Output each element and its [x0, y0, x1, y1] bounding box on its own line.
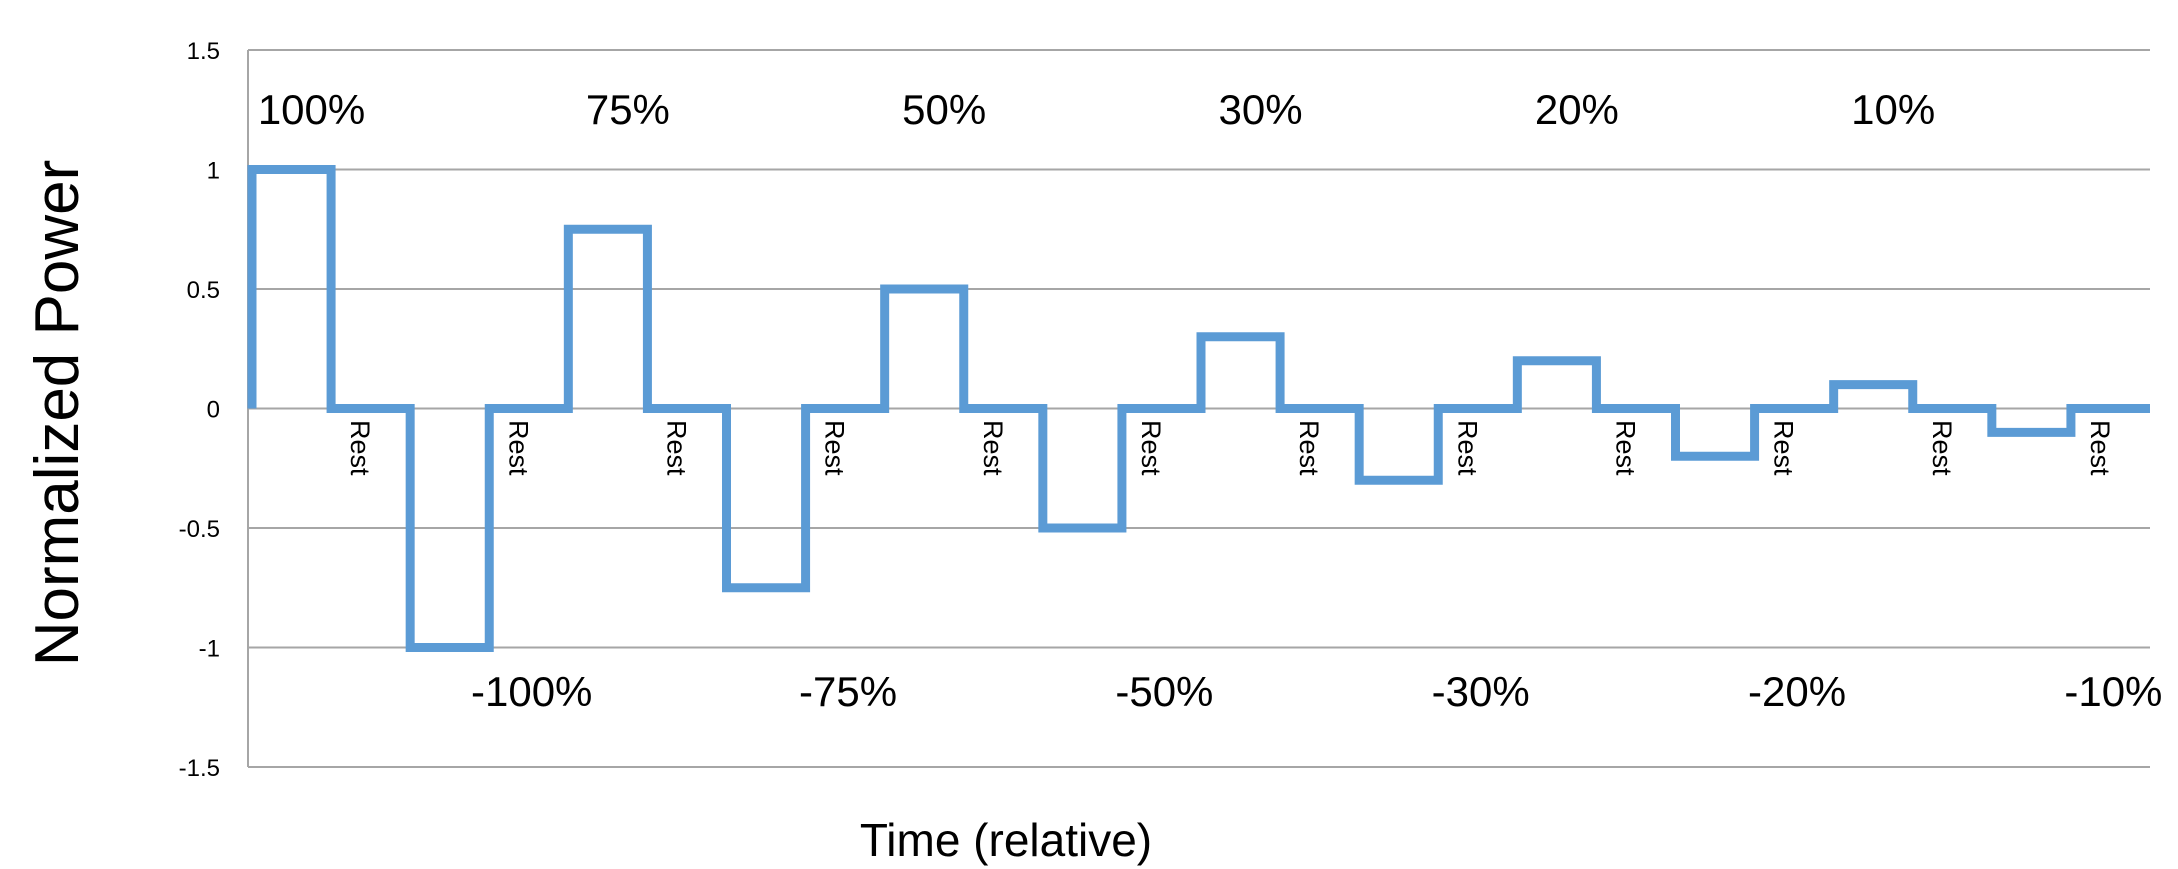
negative-label: -30%: [1432, 668, 1530, 715]
rest-label: Rest: [2085, 420, 2115, 476]
series-line: [247, 165, 2150, 652]
y-tick-label: 1.5: [187, 38, 220, 65]
positive-label: 50%: [902, 86, 986, 133]
y-tick-label: 0: [207, 397, 220, 424]
y-tick-labels: 1.5 1 0.5 0 -0.5 -1 -1.5: [179, 38, 220, 782]
rest-label: Rest: [978, 420, 1008, 476]
y-axis-title: Normalized Power: [23, 160, 92, 667]
rest-label: Rest: [1136, 420, 1166, 476]
series-layer: [247, 165, 2150, 652]
rest-label: Rest: [345, 420, 375, 476]
y-tick-label: 1: [207, 158, 220, 185]
negative-label: -20%: [1748, 668, 1846, 715]
rest-label: Rest: [820, 420, 850, 476]
rest-label: Rest: [1927, 420, 1957, 476]
y-tick-label: -1.5: [179, 755, 220, 782]
rest-label: Rest: [661, 420, 691, 476]
annotations: 100% 75% 50% 30% 20% 10% -100% -75% -50% -30% -20%…: [258, 86, 2163, 715]
positive-label: 75%: [586, 86, 670, 133]
negative-label: -100%: [471, 668, 592, 715]
positive-label: 100%: [258, 86, 365, 133]
negative-label: -75%: [799, 668, 897, 715]
x-axis-title: Time (relative): [860, 814, 1152, 866]
negative-label: -10%: [2064, 668, 2162, 715]
positive-label: 30%: [1219, 86, 1303, 133]
positive-label: 20%: [1535, 86, 1619, 133]
rest-label: Rest: [1294, 420, 1324, 476]
y-tick-label: -0.5: [179, 516, 220, 543]
rest-label: Rest: [1769, 420, 1799, 476]
y-tick-label: -1: [199, 636, 220, 663]
positive-label: 10%: [1851, 86, 1935, 133]
rest-label: Rest: [1610, 420, 1640, 476]
rest-label: Rest: [503, 420, 533, 476]
y-tick-label: 0.5: [187, 277, 220, 304]
negative-label: -50%: [1115, 668, 1213, 715]
rest-label: Rest: [1452, 420, 1482, 476]
